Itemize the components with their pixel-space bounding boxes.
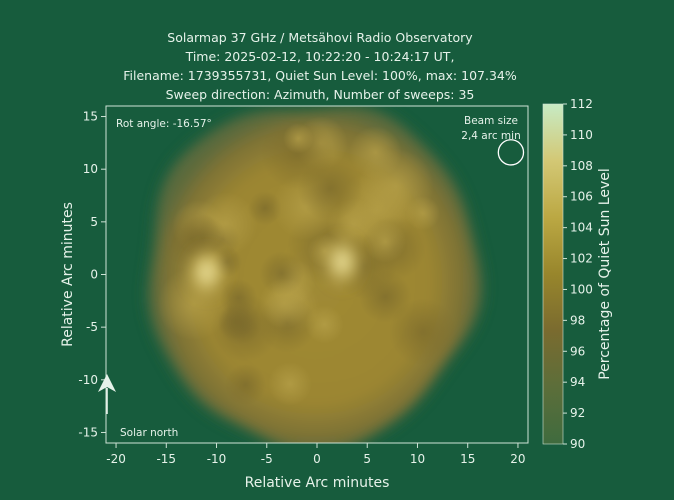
y-tick-label: -5	[86, 320, 98, 334]
plot-area	[106, 106, 528, 443]
beam-circle	[497, 139, 525, 166]
colorbar-tick-label: 108	[570, 159, 593, 173]
bright-region-1	[184, 244, 229, 301]
x-tick-label: -20	[106, 452, 126, 466]
colorbar-tick-label: 96	[570, 344, 585, 358]
colorbar-tick-label: 110	[570, 128, 593, 142]
colorbar-tick-label: 104	[570, 221, 593, 235]
x-axis-label: Relative Arc minutes	[245, 475, 390, 491]
solar-north-arrow-icon	[98, 374, 116, 392]
y-axis-label: Relative Arc minutes	[60, 202, 76, 347]
darker-region	[389, 298, 457, 366]
x-tick-label: 5	[363, 452, 371, 466]
annotations: Rot angle: -16.57° Beam size 2,4 arc min So…	[98, 115, 525, 439]
y-tick-label: 15	[83, 110, 98, 124]
lighter-region	[283, 123, 314, 154]
lighter-region	[364, 220, 407, 263]
bright-region-2	[320, 233, 365, 290]
solar-north-label: Solar north	[120, 427, 178, 439]
lighter-region	[258, 278, 310, 329]
chart-title-line-2: Time: 2025-02-12, 10:22:20 - 10:24:17 UT…	[185, 49, 455, 64]
lighter-region	[305, 305, 344, 344]
lighter-region	[405, 196, 440, 231]
x-tick-label: 10	[410, 452, 425, 466]
colorbar-scale	[542, 103, 564, 445]
x-tick-label: 20	[510, 452, 525, 466]
y-tick-label: 10	[83, 162, 98, 176]
colorbar-tick-label: 112	[570, 97, 593, 111]
colorbar-tick-label: 94	[570, 375, 585, 389]
colorbar-label: Percentage of Quiet Sun Level	[597, 168, 613, 380]
y-tick-label: -15	[78, 425, 98, 439]
x-tick-label: -10	[207, 452, 227, 466]
darker-region	[224, 364, 267, 406]
colorbar-tick-label: 90	[570, 437, 585, 451]
x-tick-label: -15	[156, 452, 176, 466]
x-tick-label: 15	[460, 452, 475, 466]
y-tick-label: 5	[90, 215, 98, 229]
colorbar-tick-label: 102	[570, 252, 593, 266]
colorbar-tick-label: 106	[570, 190, 593, 204]
x-tick-label: 0	[313, 452, 321, 466]
chart-title-line-1: Solarmap 37 GHz / Metsähovi Radio Observ…	[167, 30, 473, 45]
beam-size-label: Beam size	[464, 115, 518, 127]
colorbar-tick-label: 100	[570, 282, 593, 296]
chart-title-line-3: Filename: 1739355731, Quiet Sun Level: 1…	[123, 68, 517, 83]
y-tick-label: 0	[90, 268, 98, 282]
rot-angle-text: Rot angle: -16.57°	[116, 118, 212, 130]
axes: -20 -15 -10 -5 0 5 10 15 20 15 10 5 0 -5 -10 -15 Relativ…	[60, 105, 529, 491]
colorbar-tick-label: 98	[570, 313, 585, 327]
lighter-region	[268, 362, 312, 406]
y-tick-label: -10	[78, 373, 98, 387]
x-tick-label: -5	[261, 452, 273, 466]
colorbar-tick-label: 92	[570, 406, 585, 420]
darker-region	[297, 156, 363, 222]
heatmap-image	[151, 109, 480, 443]
chart-title-line-4: Sweep direction: Azimuth, Number of swee…	[165, 87, 475, 102]
colorbar: 112 110 108 106 104 102 100 98 96 94 92 90 Percentag…	[542, 97, 613, 451]
beam-size-value: 2,4 arc min	[461, 130, 520, 142]
